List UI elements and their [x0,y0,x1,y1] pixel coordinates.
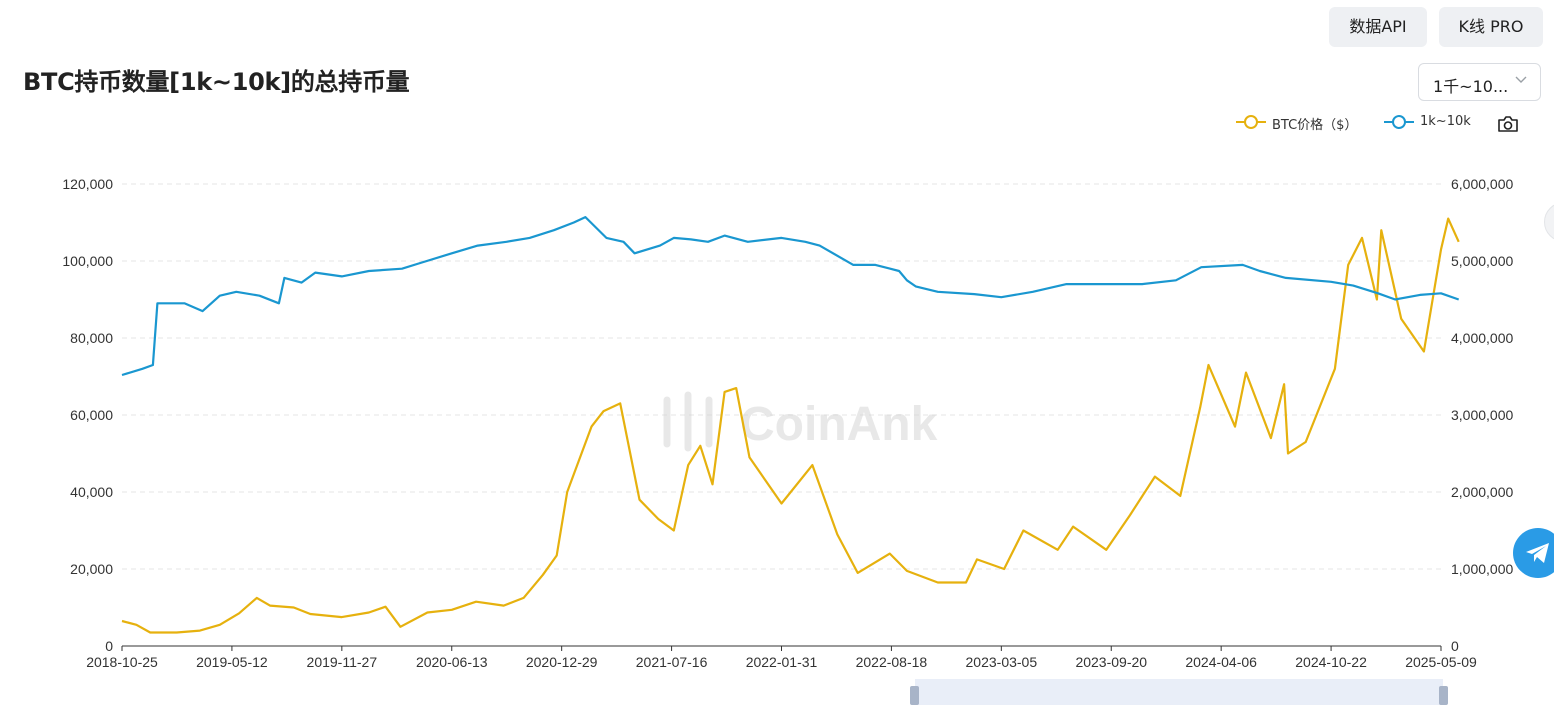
data-api-button[interactable]: 数据API [1329,7,1427,47]
left-tick-label: 20,000 [70,561,113,577]
zoom-handle-right[interactable] [1439,686,1448,705]
x-tick-label: 2018-10-25 [86,654,158,670]
left-tick-label: 60,000 [70,407,113,423]
watermark: CoinAnk [740,398,938,451]
right-tick-label: 0 [1451,638,1459,654]
right-tick-label: 5,000,000 [1451,253,1513,269]
zoom-window[interactable] [915,679,1443,705]
right-tick-label: 2,000,000 [1451,484,1513,500]
x-tick-label: 2022-08-18 [856,654,928,670]
x-tick-label: 2022-01-31 [746,654,818,670]
x-axis: 2018-10-25 2019-05-12 2019-11-27 2020-06-13… [86,645,1477,670]
left-tick-label: 40,000 [70,484,113,500]
left-tick-label: 80,000 [70,330,113,346]
right-tick-label: 4,000,000 [1451,330,1513,346]
x-tick-label: 2024-04-06 [1185,654,1257,670]
zoom-handle-left[interactable] [910,686,919,705]
x-tick-label: 2023-03-05 [966,654,1038,670]
left-axis: 0 20,000 40,000 60,000 80,000 100,000 120,000 [62,176,113,654]
x-tick-label: 2025-05-09 [1405,654,1477,670]
x-tick-label: 2023-09-20 [1075,654,1147,670]
circle-line-icon [1236,115,1266,129]
page-title: BTC持币数量[1k~10k]的总持币量 [23,68,410,96]
series-line-btc-price [121,217,1460,634]
legend-label: 1k~10k [1420,114,1471,129]
x-tick-label: 2020-12-29 [526,654,598,670]
right-tick-label: 3,000,000 [1451,407,1513,423]
series-group [121,216,1460,634]
range-select[interactable]: 1千~10... [1418,63,1541,101]
left-tick-label: 100,000 [62,253,113,269]
x-tick-label: 2024-10-22 [1295,654,1367,670]
x-tick-label: 2021-07-16 [636,654,708,670]
series-line-1k-10k [121,216,1460,377]
x-tick-label: 2019-11-27 [307,654,378,670]
camera-icon[interactable] [1497,114,1519,134]
x-tick-label: 2020-06-13 [416,654,488,670]
chevron-down-icon [1515,76,1527,83]
watermark-logo [663,391,713,452]
right-axis: 0 1,000,000 2,000,000 3,000,000 4,000,000 5,0… [1451,176,1513,654]
zoom-slider[interactable] [910,679,1448,705]
x-tick-label: 2019-05-12 [196,654,268,670]
right-tick-label: 6,000,000 [1451,176,1513,192]
telegram-icon [1526,543,1549,563]
circle-line-icon [1384,115,1414,129]
grid-lines [122,183,1441,570]
right-tick-label: 1,000,000 [1451,561,1513,577]
legend-label: BTC价格（$） [1272,118,1358,133]
telegram-button[interactable] [1513,528,1554,578]
left-tick-label: 0 [105,638,113,654]
kline-pro-button[interactable]: K线 PRO [1439,7,1543,47]
left-tick-label: 120,000 [62,176,113,192]
range-select-value: 1千~10... [1433,77,1509,96]
